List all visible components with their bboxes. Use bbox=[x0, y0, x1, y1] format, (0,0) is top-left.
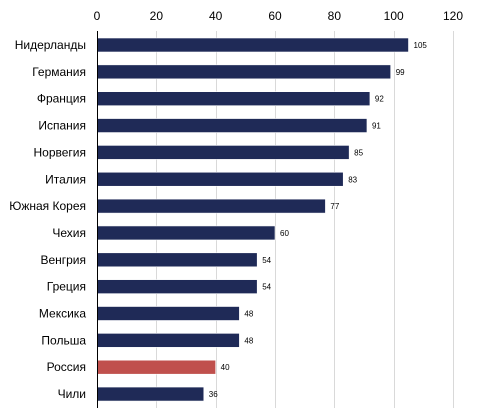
bar bbox=[96, 386, 205, 402]
data-label: 60 bbox=[280, 229, 289, 238]
category-label: Италия bbox=[45, 172, 86, 186]
data-label: 40 bbox=[221, 363, 230, 372]
bar bbox=[96, 118, 368, 133]
category-label: Венгрия bbox=[40, 253, 86, 267]
category-label: Норвегия bbox=[33, 145, 86, 159]
bar bbox=[96, 37, 409, 53]
bar bbox=[96, 198, 326, 214]
data-label: 54 bbox=[262, 256, 271, 265]
x-tick-label: 60 bbox=[268, 9, 282, 23]
bar bbox=[96, 145, 350, 160]
data-label: 36 bbox=[209, 390, 218, 399]
data-label: 48 bbox=[244, 336, 253, 345]
category-label: Чили bbox=[58, 387, 86, 401]
grid-lines bbox=[156, 31, 454, 408]
data-label: 91 bbox=[372, 122, 381, 131]
x-tick-label: 40 bbox=[209, 9, 223, 23]
data-label: 92 bbox=[375, 95, 384, 104]
bar bbox=[96, 225, 276, 241]
bar bbox=[96, 306, 240, 321]
bar bbox=[96, 64, 392, 80]
data-labels: 105 99 92 91 85 83 77 60 54 54 48 48 40 36 bbox=[209, 41, 428, 399]
bar bbox=[96, 359, 216, 375]
x-tick-label: 0 bbox=[94, 9, 101, 23]
category-labels: Нидерланды Германия Франция Испания Норвегия… bbox=[9, 38, 86, 401]
x-axis-tick-labels: 0 20 40 60 80 100 120 bbox=[94, 9, 464, 23]
category-label: Испания bbox=[38, 119, 86, 133]
category-label: Нидерланды bbox=[15, 38, 86, 52]
category-label: Франция bbox=[37, 92, 86, 106]
data-label: 77 bbox=[330, 202, 339, 211]
bar bbox=[96, 171, 344, 187]
x-tick-label: 100 bbox=[384, 9, 404, 23]
x-tick-label: 80 bbox=[328, 9, 342, 23]
data-label: 85 bbox=[354, 148, 363, 157]
category-label: Польша bbox=[41, 333, 86, 347]
category-label: Мексика bbox=[39, 307, 86, 321]
data-label: 83 bbox=[348, 175, 357, 184]
category-label: Южная Корея bbox=[9, 199, 86, 213]
data-label: 48 bbox=[244, 310, 253, 319]
bars bbox=[96, 37, 409, 402]
category-label: Греция bbox=[47, 280, 86, 294]
bar bbox=[96, 91, 371, 106]
data-label: 99 bbox=[396, 68, 405, 77]
bar bbox=[96, 333, 240, 348]
x-tick-label: 120 bbox=[443, 9, 463, 23]
category-label: Чехия bbox=[52, 226, 86, 240]
bar bbox=[96, 252, 258, 268]
category-label: Германия bbox=[32, 65, 86, 79]
data-label: 105 bbox=[414, 41, 428, 50]
data-label: 54 bbox=[262, 283, 271, 292]
category-label: Россия bbox=[47, 360, 86, 374]
bar bbox=[96, 279, 258, 294]
x-tick-label: 20 bbox=[150, 9, 164, 23]
